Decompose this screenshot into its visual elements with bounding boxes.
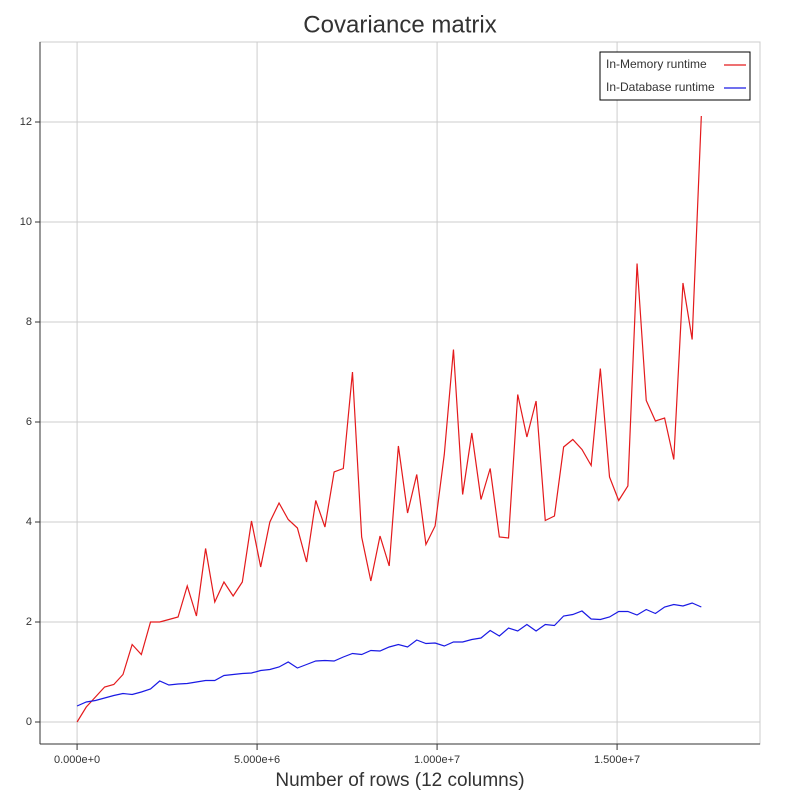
plot-area: [39, 41, 761, 745]
x-tick-label: 1.500e+7: [594, 754, 640, 766]
y-tick-label: 4: [26, 516, 32, 528]
y-tick-label: 2: [26, 616, 32, 628]
line-series: [76, 602, 702, 707]
y-tick-label: 12: [20, 116, 32, 128]
y-tick-label: 8: [26, 316, 32, 328]
legend-label: In-Memory runtime: [606, 57, 707, 71]
line-series: [76, 115, 702, 723]
y-tick-label: 10: [20, 216, 32, 228]
x-axis-label: Number of rows (12 columns): [275, 770, 524, 791]
x-tick-label: 1.000e+7: [414, 754, 460, 766]
x-tick-label: 5.000e+6: [234, 754, 280, 766]
y-tick-label: 0: [26, 716, 32, 728]
legend-box: [599, 51, 751, 101]
chart-title: Covariance matrix: [303, 11, 496, 38]
legend-label: In-Database runtime: [606, 80, 715, 94]
y-tick-label: 6: [26, 416, 32, 428]
x-tick-label: 0.000e+0: [54, 754, 100, 766]
